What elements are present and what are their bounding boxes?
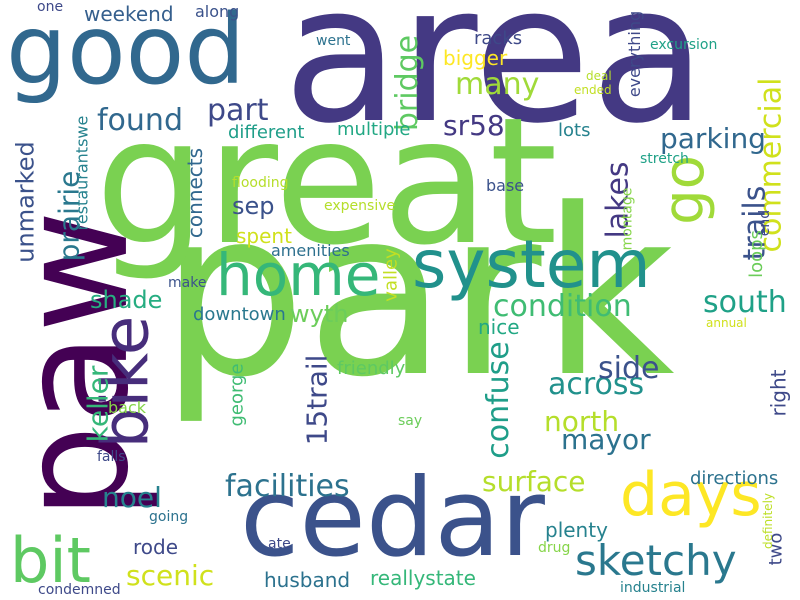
- cloud-word: connects: [183, 147, 208, 239]
- cloud-word: make: [168, 275, 207, 291]
- cloud-word: different: [228, 122, 305, 143]
- cloud-word: spent: [236, 224, 292, 248]
- cloud-word: drug: [538, 540, 571, 556]
- cloud-word: excursion: [650, 37, 718, 53]
- cloud-word: one: [37, 0, 64, 15]
- cloud-word: mayor: [561, 423, 651, 456]
- cloud-word: montage: [619, 187, 636, 251]
- cloud-word: rode: [133, 535, 179, 559]
- cloud-word: nice: [478, 315, 520, 339]
- cloud-word: bigger: [443, 46, 508, 70]
- cloud-word: good: [6, 0, 246, 106]
- cloud-word: husband: [264, 568, 351, 592]
- cloud-word: side: [598, 351, 660, 386]
- cloud-word: annual: [706, 316, 747, 330]
- cloud-word: everything: [625, 10, 645, 98]
- cloud-word: 15trail: [300, 354, 334, 446]
- cloud-word: friendly: [337, 358, 406, 379]
- cloud-word: base: [486, 176, 525, 195]
- cloud-word: along: [195, 2, 240, 21]
- cloud-word: valley: [380, 248, 402, 302]
- cloud-word: falls: [97, 449, 126, 465]
- cloud-word: wyth: [290, 300, 349, 328]
- cloud-word: definitely: [761, 492, 776, 550]
- cloud-word: flooding: [232, 175, 289, 191]
- cloud-word: lots: [558, 120, 591, 141]
- cloud-word: multiple: [337, 119, 411, 140]
- cloud-word: shade: [90, 286, 163, 314]
- cloud-word: days: [620, 460, 762, 530]
- cloud-word: reallystate: [370, 566, 476, 590]
- cloud-word: loops: [745, 230, 767, 278]
- cloud-word: bridge: [390, 34, 426, 132]
- cloud-word: condition: [493, 289, 632, 324]
- cloud-word: confuse: [480, 341, 516, 459]
- cloud-word: ended: [574, 83, 612, 97]
- cloud-word: sr58: [443, 109, 505, 142]
- cloud-word: directions: [690, 468, 779, 489]
- cloud-word: plenty: [545, 518, 608, 542]
- cloud-word: north: [544, 405, 620, 438]
- cloud-word: downtown: [193, 304, 286, 325]
- cloud-word: weekend: [84, 2, 174, 26]
- cloud-word: deal: [586, 69, 612, 83]
- cloud-word: system: [412, 226, 651, 303]
- cloud-word: industrial: [620, 580, 686, 596]
- cloud-word: bit: [10, 524, 91, 597]
- cloud-word: unmarked: [11, 141, 40, 263]
- cloud-word: end: [757, 209, 774, 237]
- cloud-word: ate: [268, 536, 291, 552]
- cloud-word: many: [455, 67, 540, 102]
- cloud-word: george: [226, 363, 248, 427]
- cloud-word: stretch: [640, 151, 689, 167]
- cloud-word: right: [766, 369, 791, 417]
- cloud-word: racks: [474, 28, 523, 49]
- cloud-word: great: [95, 81, 558, 284]
- cloud-word: condemned: [38, 582, 121, 598]
- cloud-word: restaurantswe: [72, 115, 92, 231]
- cloud-word: area: [283, 0, 707, 165]
- cloud-word: part: [207, 93, 269, 128]
- cloud-word: facilities: [225, 469, 350, 504]
- cloud-word: going: [149, 509, 189, 525]
- cloud-word: across: [548, 367, 645, 402]
- cloud-word: expensive: [324, 198, 396, 214]
- cloud-word: went: [316, 33, 351, 49]
- cloud-word: park: [160, 161, 675, 428]
- cloud-word: surface: [482, 465, 586, 498]
- cloud-word: amenities: [271, 241, 350, 260]
- cloud-word: south: [703, 285, 787, 320]
- cloud-word: back: [108, 398, 147, 417]
- cloud-word: sketchy: [575, 536, 737, 585]
- cloud-word: cedar: [240, 456, 545, 581]
- cloud-word: parking: [660, 122, 766, 155]
- cloud-word: sep: [232, 192, 275, 220]
- cloud-word: found: [97, 103, 183, 138]
- cloud-word: say: [398, 413, 423, 429]
- cloud-word: home: [216, 241, 381, 309]
- cloud-word: noel: [102, 481, 162, 514]
- cloud-word: scenic: [126, 559, 215, 592]
